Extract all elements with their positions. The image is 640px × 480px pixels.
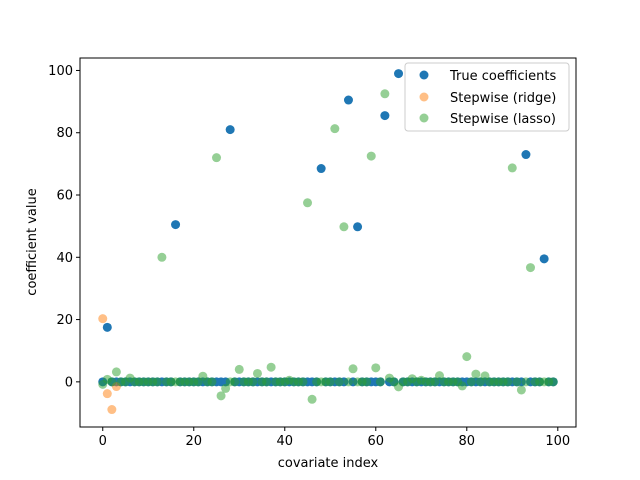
data-point <box>171 220 181 230</box>
y-tick-label: 20 <box>56 313 73 328</box>
y-tick-label: 40 <box>56 251 73 266</box>
data-point <box>512 377 522 387</box>
data-point <box>434 371 444 381</box>
data-point <box>298 377 308 387</box>
data-point <box>462 352 472 362</box>
data-point <box>466 377 476 387</box>
data-point <box>353 222 363 232</box>
axes-frame <box>79 57 577 428</box>
x-axis-label: covariate index <box>278 456 379 471</box>
data-point <box>252 368 262 378</box>
data-point <box>430 377 440 387</box>
data-point <box>521 377 531 387</box>
data-point <box>362 377 372 387</box>
data-point <box>503 377 513 387</box>
data-point <box>152 377 162 387</box>
data-point <box>334 377 344 387</box>
y-tick-label: 0 <box>65 375 73 390</box>
data-point <box>316 164 326 174</box>
data-point <box>371 363 381 373</box>
legend-label-stepwise-lasso: Stepwise (lasso) <box>450 112 556 127</box>
x-tick-label: 0 <box>99 434 107 449</box>
data-point <box>394 69 404 79</box>
x-tick-label: 80 <box>459 434 476 449</box>
legend-label-stepwise-ridge: Stepwise (ridge) <box>450 91 556 106</box>
legend: True coefficients Stepwise (ridge) Stepw… <box>404 62 570 132</box>
data-point <box>525 263 535 273</box>
data-point <box>375 377 385 387</box>
data-point <box>380 111 390 121</box>
data-point <box>230 377 240 387</box>
data-point <box>111 367 121 377</box>
data-point <box>521 150 531 160</box>
data-point <box>539 254 549 264</box>
data-point <box>516 385 526 395</box>
data-point <box>343 95 353 105</box>
data-point <box>216 391 226 401</box>
legend-marker-stepwise-ridge <box>419 92 429 102</box>
data-point <box>307 394 317 404</box>
data-point <box>303 198 313 208</box>
series-stepwise-lasso <box>98 89 558 404</box>
y-axis-label: coefficient value <box>25 188 40 295</box>
data-point <box>102 322 112 332</box>
x-tick-label: 100 <box>545 434 570 449</box>
data-point <box>507 163 517 173</box>
data-point <box>339 222 349 232</box>
data-point <box>266 362 276 372</box>
legend-box <box>404 62 570 132</box>
data-point <box>234 364 244 374</box>
data-point <box>225 125 235 135</box>
data-point <box>343 377 353 387</box>
y-tick-label: 60 <box>56 189 73 204</box>
data-point <box>325 377 335 387</box>
data-point <box>248 377 258 387</box>
plot-area <box>98 69 558 415</box>
data-point <box>348 364 358 374</box>
legend-marker-stepwise-lasso <box>419 113 429 123</box>
x-tick-label: 20 <box>185 434 202 449</box>
x-tick-label: 40 <box>276 434 293 449</box>
data-point <box>107 405 117 415</box>
data-point <box>102 389 112 399</box>
data-point <box>471 369 481 379</box>
data-point <box>207 377 217 387</box>
data-point <box>157 252 167 262</box>
data-point <box>548 377 558 387</box>
data-point <box>98 314 108 324</box>
data-point <box>107 377 117 387</box>
legend-label-true-coefficients: True coefficients <box>449 69 557 84</box>
y-axis-ticks: 0 20 40 60 80 100 <box>48 64 80 390</box>
data-point <box>380 89 390 99</box>
legend-marker-true-coefficients <box>419 70 429 80</box>
data-point <box>212 153 222 163</box>
data-point <box>262 377 272 387</box>
y-tick-label: 100 <box>48 64 73 79</box>
x-axis-ticks: 0 20 40 60 80 100 <box>99 427 570 449</box>
y-tick-label: 80 <box>56 126 73 141</box>
x-tick-label: 60 <box>368 434 385 449</box>
data-point <box>330 124 340 134</box>
data-point <box>457 381 467 391</box>
data-point <box>221 383 231 393</box>
data-point <box>366 151 376 161</box>
